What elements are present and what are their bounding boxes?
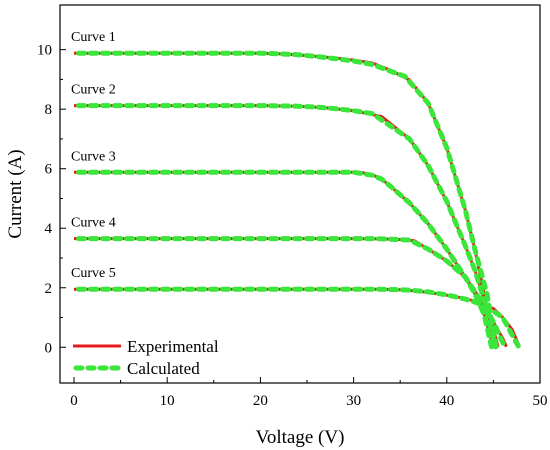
calculated-curve-2 [76, 103, 498, 350]
legend-experimental-label: Experimental [127, 337, 219, 356]
x-tick-label: 40 [439, 393, 454, 409]
calculated-curve-4 [76, 236, 494, 350]
curve-labels: Curve 1 Curve 2 Curve 3 Curve 4 Curve 5 [71, 30, 116, 281]
x-tick-label: 30 [346, 393, 361, 409]
y-tick-label: 6 [45, 162, 53, 178]
experimental-curve-1 [74, 51, 499, 348]
x-tick-label: 20 [253, 393, 268, 409]
calculated-curve-5 [76, 286, 522, 350]
x-tick-label: 10 [160, 393, 175, 409]
legend: Experimental Calculated [73, 337, 219, 378]
x-tick-label: 0 [70, 393, 78, 409]
curve-label-5: Curve 5 [71, 266, 116, 281]
x-axis-title: Voltage (V) [256, 427, 345, 448]
calculated-curve-1 [76, 50, 499, 350]
curve-label-4: Curve 4 [71, 216, 116, 231]
curve-label-1: Curve 1 [71, 30, 116, 45]
y-tick-label: 2 [45, 281, 53, 297]
curve-label-3: Curve 3 [71, 149, 116, 164]
plot-frame [59, 4, 541, 384]
y-tick-label: 8 [45, 102, 53, 118]
curve-label-2: Curve 2 [71, 83, 116, 98]
experimental-curve-3 [74, 170, 508, 348]
x-tick-label: 50 [533, 393, 548, 409]
legend-calculated-label: Calculated [127, 359, 200, 378]
y-axis-title: Current (A) [5, 149, 26, 238]
chart-series [74, 50, 522, 350]
experimental-curve-2 [74, 104, 500, 348]
axis-ticks: 0 10 20 30 40 50 0 2 4 6 8 10 [37, 43, 548, 409]
y-tick-label: 0 [45, 340, 53, 356]
y-tick-label: 4 [45, 221, 53, 237]
y-tick-label: 10 [37, 43, 52, 59]
calculated-curve-3 [76, 169, 508, 350]
